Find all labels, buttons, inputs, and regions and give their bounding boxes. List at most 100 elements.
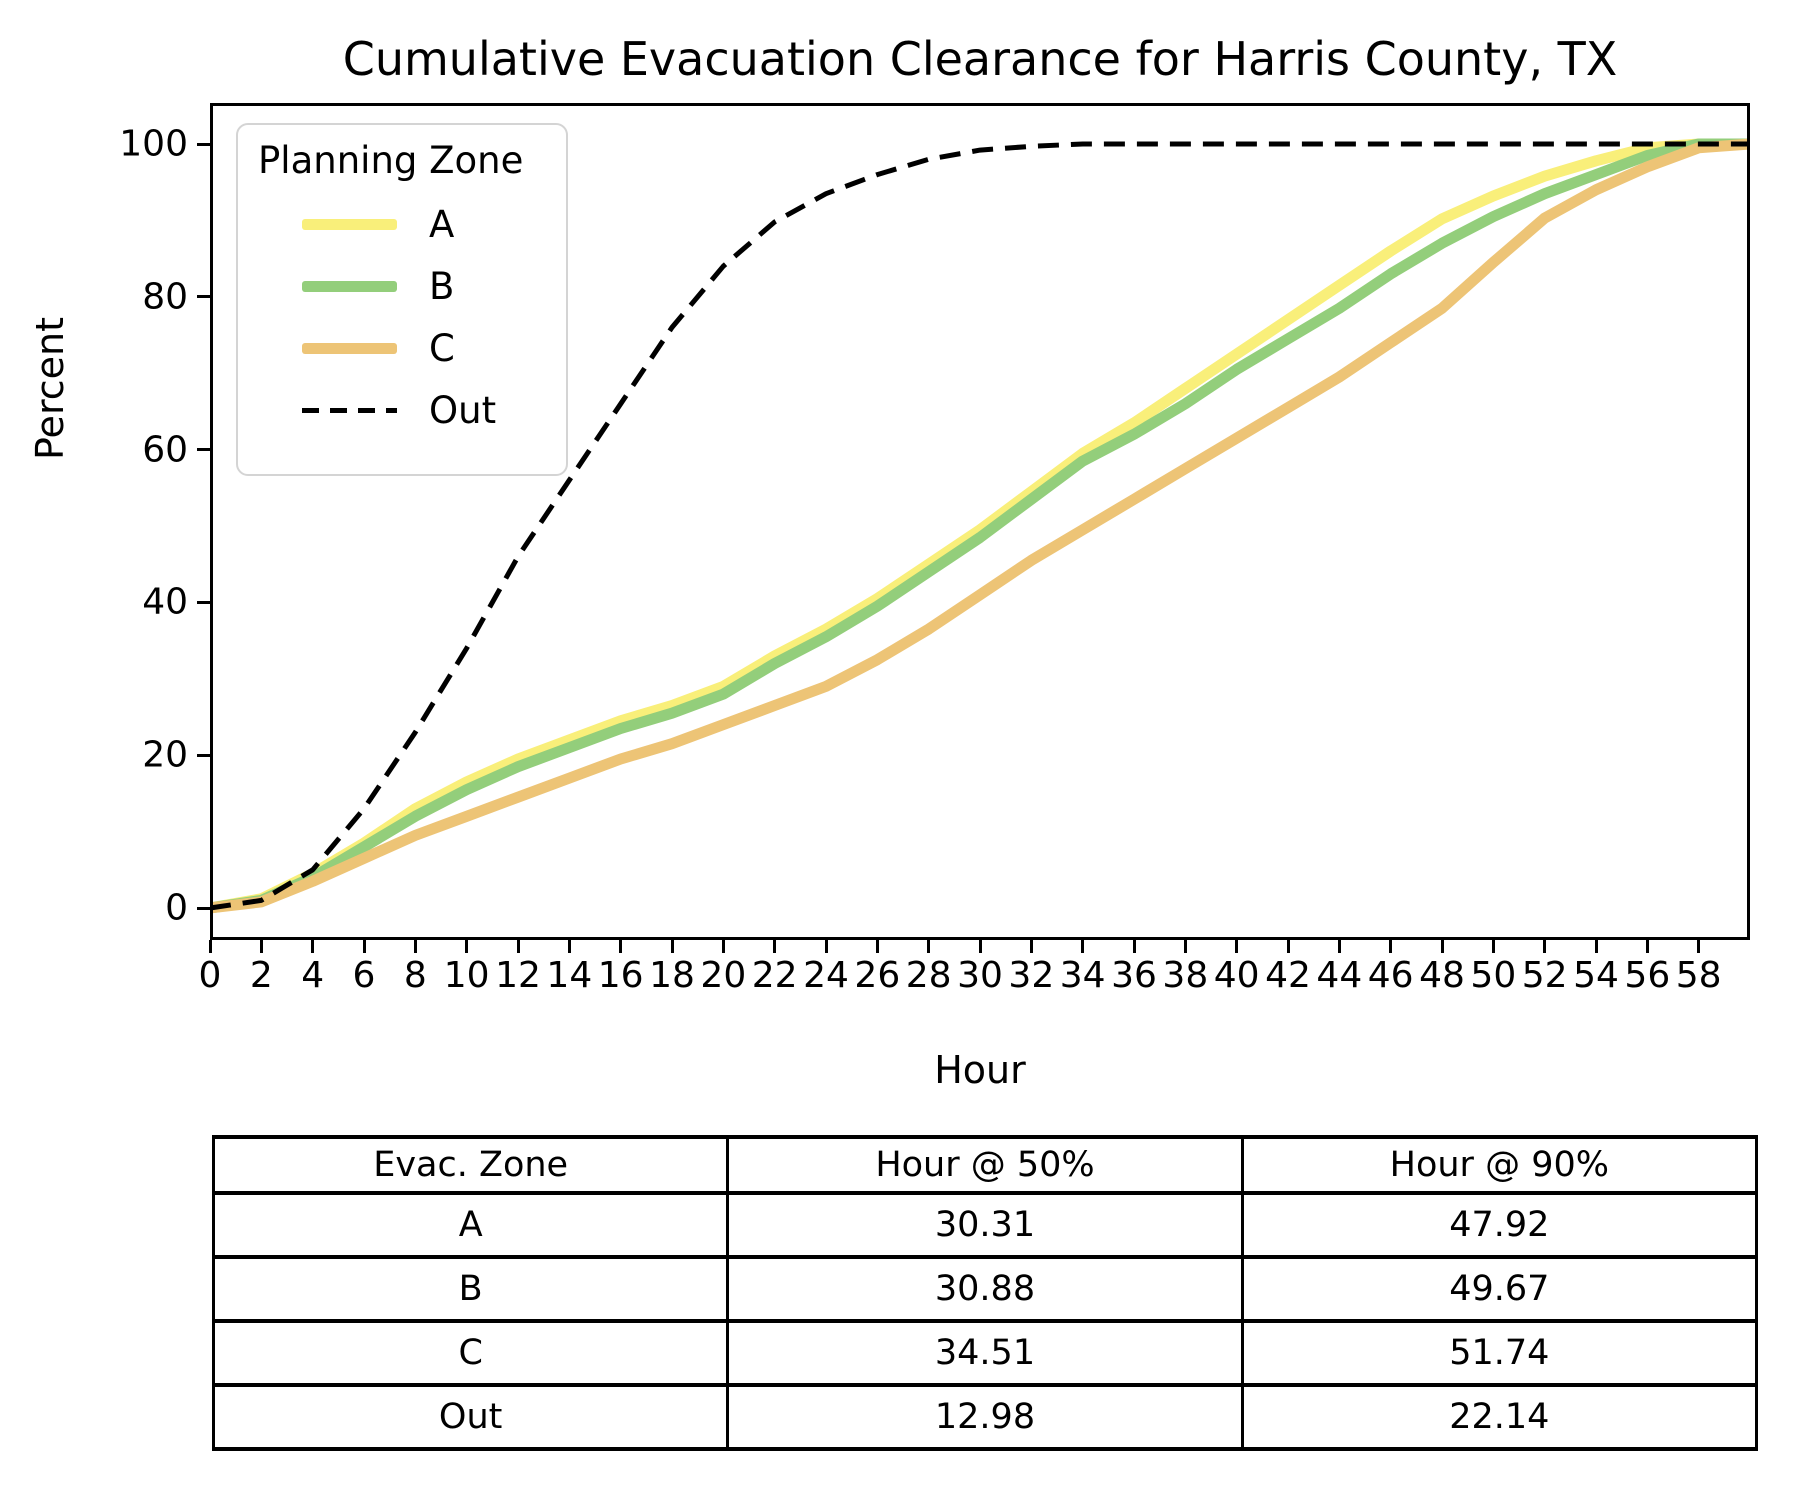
- x-tick-label: 8: [403, 955, 427, 996]
- x-tick-mark: [1183, 940, 1187, 953]
- x-tick-mark: [567, 940, 571, 953]
- table-cell: 51.74: [1240, 1319, 1759, 1387]
- legend-entry-label: Out: [429, 388, 497, 432]
- table-cell: 34.51: [726, 1319, 1244, 1387]
- x-tick-mark: [1491, 940, 1495, 953]
- x-tick-label: 24: [803, 955, 849, 996]
- x-tick-mark: [1235, 940, 1239, 953]
- legend-entry-c: C: [302, 326, 548, 370]
- x-tick-label: 20: [700, 955, 747, 996]
- x-tick-mark: [516, 940, 520, 953]
- x-tick-mark: [465, 940, 469, 953]
- plot-svg: [213, 138, 1747, 914]
- x-tick-label: 2: [249, 955, 273, 996]
- x-tick-mark: [413, 940, 417, 953]
- x-tick-mark: [1645, 940, 1649, 953]
- legend-swatch-a: [302, 218, 397, 230]
- x-tick-label: 16: [597, 955, 644, 996]
- table-row: C 34.51 51.74: [211, 1319, 1759, 1387]
- x-tick-mark: [773, 940, 777, 953]
- x-axis-label: Hour: [934, 1048, 1026, 1092]
- x-tick-mark: [824, 940, 828, 953]
- x-tick-mark: [311, 940, 315, 953]
- y-axis-label: Percent: [28, 317, 72, 460]
- y-tick-label: 0: [165, 887, 188, 929]
- x-tick-label: 10: [443, 955, 490, 996]
- x-tick-label: 18: [649, 955, 695, 996]
- x-tick-label: 14: [546, 955, 593, 996]
- x-tick-mark: [670, 940, 674, 953]
- x-tick-label: 26: [854, 955, 901, 996]
- x-tick-mark: [721, 940, 725, 953]
- x-tick-mark: [1594, 940, 1598, 953]
- x-tick-label: 22: [751, 955, 798, 996]
- series-line-c: [213, 138, 1747, 914]
- table-cell: 30.31: [726, 1191, 1244, 1259]
- x-tick-mark: [1029, 940, 1033, 953]
- table-row: A 30.31 47.92: [211, 1191, 1759, 1259]
- y-tick-label: 40: [142, 581, 188, 623]
- x-tick-mark: [1337, 940, 1341, 953]
- x-tick-label: 52: [1521, 955, 1568, 996]
- x-tick-mark: [978, 940, 982, 953]
- x-tick-label: 34: [1059, 955, 1106, 996]
- table-cell: C: [211, 1319, 730, 1387]
- series-line-a: [213, 138, 1747, 914]
- y-tick-label: 60: [142, 429, 188, 471]
- x-tick-mark: [619, 940, 623, 953]
- x-tick-mark: [927, 940, 931, 953]
- y-tick-mark: [197, 448, 210, 452]
- x-tick-label: 56: [1624, 955, 1671, 996]
- y-tick-mark: [197, 142, 210, 146]
- x-tick-label: 44: [1316, 955, 1363, 996]
- chart-title: Cumulative Evacuation Clearance for Harr…: [342, 32, 1618, 86]
- x-tick-mark: [208, 940, 212, 953]
- table-cell: 49.67: [1240, 1255, 1759, 1323]
- y-tick-label: 20: [142, 734, 188, 776]
- x-tick-label: 4: [301, 955, 325, 996]
- table-cell: 22.14: [1240, 1383, 1759, 1451]
- x-tick-mark: [1081, 940, 1085, 953]
- series-line-b: [213, 138, 1747, 914]
- x-tick-mark: [259, 940, 263, 953]
- legend-entry-label: B: [429, 264, 455, 308]
- table-header-cell: Hour @ 50%: [726, 1135, 1244, 1195]
- table-row: Out 12.98 22.14: [211, 1383, 1759, 1451]
- x-tick-label: 32: [1008, 955, 1055, 996]
- legend-entry-label: C: [429, 326, 455, 370]
- y-tick-label: 80: [142, 276, 188, 318]
- summary-table: Evac. Zone Hour @ 50% Hour @ 90% A 30.31 47.…: [211, 1135, 1759, 1451]
- plot-area: [210, 103, 1750, 940]
- x-tick-label: 30: [957, 955, 1003, 996]
- y-tick-label: 100: [119, 123, 188, 165]
- table-cell: 47.92: [1240, 1191, 1759, 1259]
- x-tick-label: 54: [1573, 955, 1619, 996]
- legend-entry-a: A: [302, 203, 548, 246]
- table-cell: Out: [211, 1383, 730, 1451]
- legend-title: Planning Zone: [258, 139, 524, 182]
- table-cell: 12.98: [726, 1383, 1244, 1451]
- x-tick-label: 0: [198, 955, 222, 996]
- table-cell: B: [211, 1255, 730, 1323]
- series-line-out: [213, 141, 1747, 911]
- y-tick-mark: [197, 295, 210, 299]
- table-cell: 30.88: [726, 1255, 1244, 1323]
- x-tick-mark: [875, 940, 879, 953]
- x-tick-mark: [1440, 940, 1444, 953]
- x-tick-label: 36: [1111, 955, 1157, 996]
- table-header-cell: Hour @ 90%: [1240, 1135, 1759, 1195]
- legend-entry-b: B: [302, 264, 548, 308]
- x-tick-label: 38: [1162, 955, 1209, 996]
- x-tick-label: 46: [1367, 955, 1414, 996]
- y-tick-mark: [197, 753, 210, 757]
- x-tick-label: 6: [352, 955, 376, 996]
- x-tick-label: 42: [1265, 955, 1311, 996]
- x-tick-mark: [1543, 940, 1547, 953]
- table-header-cell: Evac. Zone: [211, 1135, 730, 1195]
- table-row: B 30.88 49.67: [211, 1255, 1759, 1323]
- x-tick-label: 48: [1419, 955, 1465, 996]
- x-tick-mark: [1697, 940, 1701, 953]
- legend: Planning Zone A B C Out: [236, 123, 568, 476]
- legend-swatch-b: [302, 280, 397, 292]
